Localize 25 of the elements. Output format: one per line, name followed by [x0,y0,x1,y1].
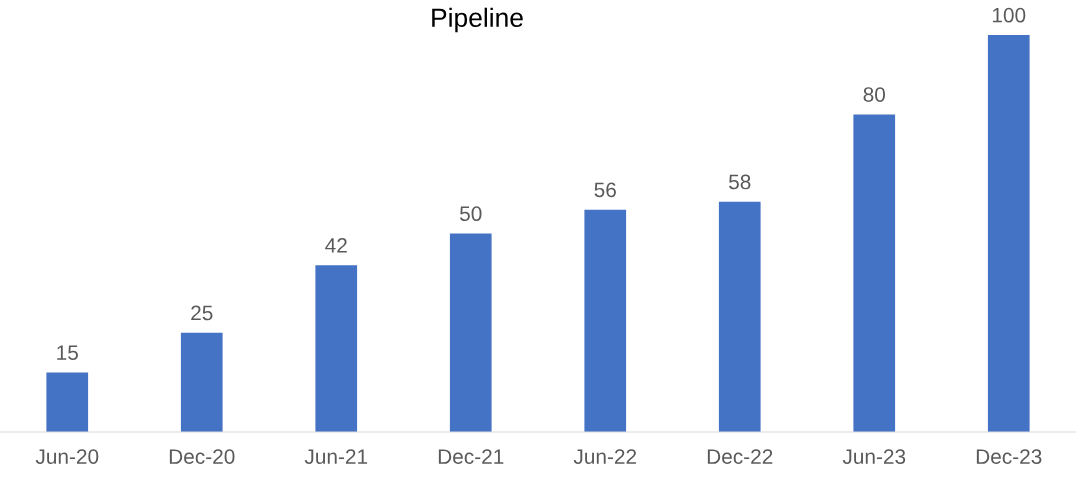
bar [853,114,896,432]
bar [987,35,1030,432]
data-label: 100 [992,7,1026,23]
data-label: 50 [460,206,482,222]
bar [584,209,627,432]
bar [718,201,761,432]
bar [46,372,89,432]
x-tick-label: Jun-23 [842,449,906,464]
x-tick-label: Dec-21 [438,449,504,464]
x-tick-label: Dec-23 [976,449,1042,464]
x-tick-label: Dec-20 [169,449,235,464]
bar [315,265,358,432]
data-label: 25 [191,305,213,321]
data-label: 56 [594,182,616,198]
bar [449,233,492,432]
data-label: 80 [863,87,886,102]
data-label: 42 [325,238,347,253]
x-tick-label: Jun-20 [35,449,99,464]
data-label: 15 [57,345,78,360]
bar [180,332,223,432]
x-tick-label: Jun-22 [573,449,637,464]
x-tick-label: Dec-22 [707,449,773,464]
chart-title: Pipeline [432,7,523,33]
data-label: 58 [729,174,751,190]
x-tick-label: Jun-21 [304,449,368,464]
